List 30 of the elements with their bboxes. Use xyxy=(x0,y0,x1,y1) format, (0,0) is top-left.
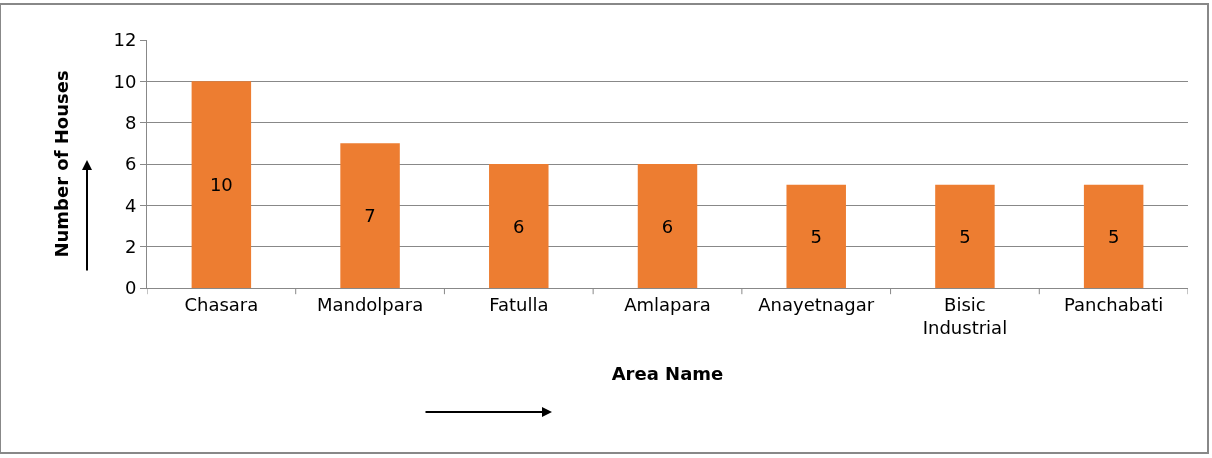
x-tick-label: Panchabati xyxy=(1063,293,1164,315)
data-label: 5 xyxy=(1107,225,1120,247)
bar xyxy=(786,184,846,288)
y-axis-title: Number of Houses xyxy=(50,70,72,258)
data-label: 7 xyxy=(364,205,376,227)
bar xyxy=(637,164,698,288)
bar xyxy=(1083,184,1144,288)
x-tick-label: Amlapara xyxy=(624,293,711,315)
x-tick-label: Bisic Industrial xyxy=(922,293,1008,338)
x-tick-label: Chasara xyxy=(184,293,259,315)
data-label: 10 xyxy=(209,174,233,196)
data-label: 6 xyxy=(513,215,525,237)
data-label: 6 xyxy=(661,215,674,237)
y-tick-label: 2 xyxy=(124,235,137,257)
y-tick-label: 6 xyxy=(124,153,137,175)
data-label: 5 xyxy=(959,225,971,247)
data-label: 5 xyxy=(810,225,822,247)
x-axis-title: Area Name xyxy=(611,363,724,385)
y-tick-label: 4 xyxy=(124,194,137,216)
x-tick-label: Mandolpara xyxy=(316,293,424,315)
bar xyxy=(935,184,995,288)
x-tick-label: Fatulla xyxy=(489,293,549,315)
y-tick-label: 0 xyxy=(124,277,137,299)
y-tick-label: 8 xyxy=(124,111,137,133)
y-tick-label: 12 xyxy=(113,29,137,51)
y-tick-label: 10 xyxy=(113,70,137,92)
bar xyxy=(489,164,549,288)
bar xyxy=(191,81,252,288)
bar xyxy=(340,143,400,288)
x-tick-label: Anayetnagar xyxy=(758,293,875,315)
